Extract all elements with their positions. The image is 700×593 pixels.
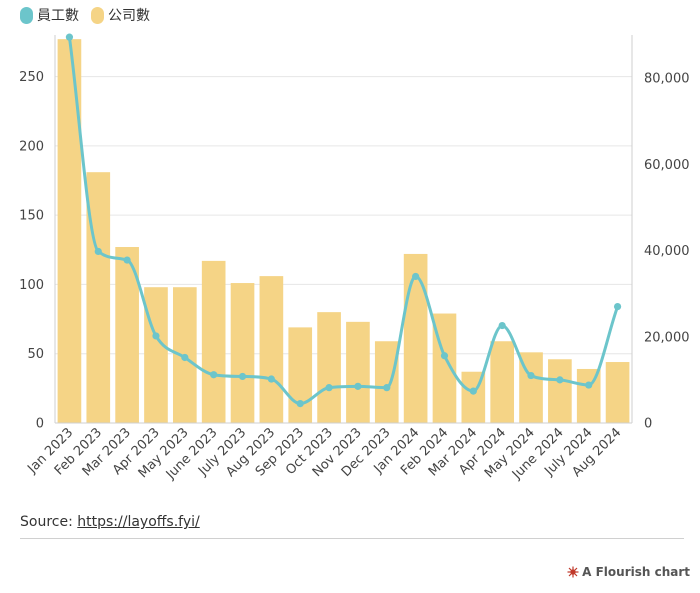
y-left-tick-label: 0	[36, 417, 44, 432]
y-right-tick-label: 60,000	[644, 158, 690, 173]
source-label: Source:	[20, 514, 78, 530]
bar	[605, 362, 630, 423]
line-series	[65, 33, 622, 408]
bar	[548, 359, 572, 423]
bar	[259, 276, 284, 423]
gridlines	[55, 76, 632, 355]
line-point	[296, 400, 304, 408]
bar	[576, 368, 601, 423]
y-left-tick-label: 100	[19, 278, 44, 293]
legend-label-companies: 公司數	[108, 8, 150, 24]
line-point	[498, 321, 506, 330]
y-left-tick-label: 250	[19, 70, 44, 85]
legend: 員工數 公司數	[20, 2, 150, 28]
legend-item-companies[interactable]: 公司數	[91, 5, 150, 25]
bar	[490, 341, 515, 423]
line-point	[383, 384, 391, 392]
y-left-tick-label: 150	[19, 209, 44, 224]
line-point	[527, 371, 535, 380]
bar	[374, 341, 399, 423]
y-left-tick-label: 200	[19, 139, 44, 154]
line-point	[354, 382, 362, 390]
credit-text: A Flourish chart	[582, 565, 690, 579]
line-point	[267, 375, 275, 383]
bar	[230, 283, 255, 423]
bar	[201, 260, 226, 423]
bar-series	[57, 39, 630, 424]
line-point	[94, 247, 102, 256]
line-path	[67, 36, 619, 406]
bar	[115, 247, 139, 423]
line-point	[152, 332, 160, 340]
line-point	[210, 371, 218, 379]
footer-divider	[20, 538, 684, 539]
line-point	[123, 256, 131, 264]
line-point	[469, 387, 477, 395]
bar	[288, 327, 313, 423]
y-right-tick-label: 20,000	[644, 330, 690, 345]
line-point	[325, 384, 333, 392]
line-point	[412, 272, 420, 281]
bar	[317, 312, 341, 423]
combo-chart: 0 50 100 150 200 250 0 20,000 40,000 60,000 80,000…	[19, 33, 690, 483]
flourish-logo-icon	[567, 566, 579, 578]
y-left-tick-label: 50	[27, 347, 44, 362]
bar	[346, 321, 370, 423]
y-right-tick-label: 80,000	[644, 72, 690, 87]
line-point	[585, 381, 593, 389]
line-point	[65, 33, 74, 41]
line-point	[613, 303, 622, 311]
source-link[interactable]: https://layoffs.fyi/	[77, 514, 200, 530]
line-point	[556, 376, 564, 384]
bar	[57, 39, 82, 424]
line-point	[238, 372, 247, 381]
legend-label-employees: 員工數	[37, 8, 79, 24]
y-right-tick-label: 0	[644, 417, 652, 432]
legend-item-employees[interactable]: 員工數	[20, 5, 79, 25]
legend-swatch-employees	[20, 6, 33, 24]
bar	[403, 253, 428, 423]
source-note: Source: https://layoffs.fyi/	[20, 514, 200, 530]
y-right-tick-label: 40,000	[644, 244, 690, 259]
line-point	[440, 352, 449, 360]
bar	[144, 287, 168, 423]
line-point	[181, 353, 189, 362]
flourish-credit[interactable]: A Flourish chart	[567, 565, 690, 579]
legend-swatch-companies	[91, 6, 104, 24]
